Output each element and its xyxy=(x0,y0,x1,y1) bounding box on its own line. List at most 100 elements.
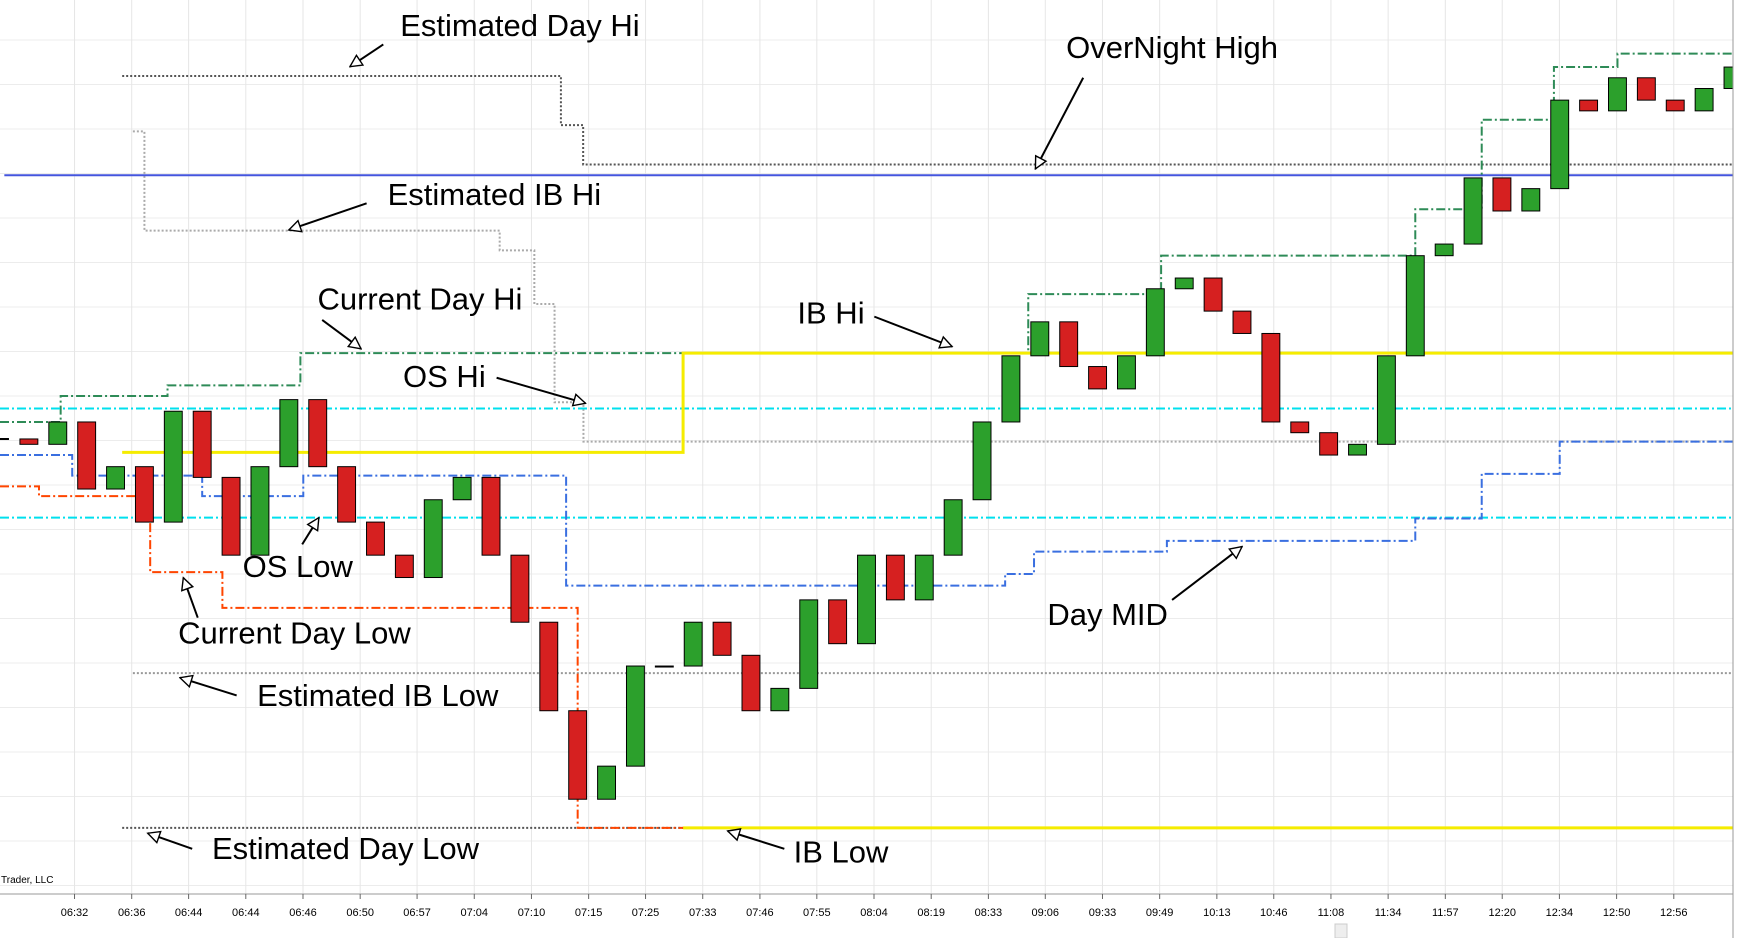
annotation-arrow xyxy=(873,315,952,347)
annotation-arrow xyxy=(180,678,237,697)
candle xyxy=(799,599,819,689)
candle xyxy=(337,466,357,523)
annotation-arrow xyxy=(148,833,193,850)
candle xyxy=(1636,77,1656,101)
x-tick-label: 07:15 xyxy=(575,907,603,919)
candle xyxy=(106,466,125,490)
x-tick-label: 12:56 xyxy=(1660,907,1688,919)
annotation: Current Day Low xyxy=(178,616,411,651)
candle xyxy=(914,554,934,601)
scroll-thumb[interactable] xyxy=(1334,923,1348,938)
x-tick-label: 07:55 xyxy=(803,907,831,919)
annotation: Estimated Day Low xyxy=(212,831,480,866)
candle xyxy=(134,466,154,523)
annotation: IB Low xyxy=(794,835,889,870)
candle xyxy=(394,554,414,579)
x-tick-label: 09:33 xyxy=(1089,907,1117,919)
candle xyxy=(1232,310,1252,334)
x-tick-label: 07:33 xyxy=(689,907,717,919)
annotation: OverNight High xyxy=(1066,30,1278,65)
candle xyxy=(1694,88,1714,112)
x-tick-label: 10:13 xyxy=(1203,907,1231,919)
candle xyxy=(741,654,761,712)
candle xyxy=(48,421,68,445)
level-line xyxy=(0,485,1733,829)
annotation: Day MID xyxy=(1047,597,1168,632)
candle xyxy=(1608,77,1627,112)
candle xyxy=(1665,99,1685,112)
x-tick-label: 11:57 xyxy=(1432,907,1459,919)
candle xyxy=(1261,332,1281,423)
candle xyxy=(1434,243,1454,257)
candle xyxy=(19,438,39,445)
candle xyxy=(1145,288,1165,357)
annotation: Current Day Hi xyxy=(317,281,522,316)
x-tick-label: 08:33 xyxy=(975,907,1003,919)
x-tick-label: 06:32 xyxy=(61,907,89,919)
annotation-arrow xyxy=(1171,547,1242,601)
grid xyxy=(0,0,1733,894)
candle xyxy=(568,710,588,800)
annotation-arrow xyxy=(321,319,361,349)
candle xyxy=(1059,321,1079,368)
annotations: Estimated Day Hi OverNight High Estimated … xyxy=(148,8,1278,870)
x-tick-label: 08:04 xyxy=(860,907,888,919)
candle xyxy=(1405,255,1425,357)
x-tick-label: 07:25 xyxy=(632,907,660,919)
x-tick-label: 06:44 xyxy=(232,907,260,919)
x-tick-label: 06:50 xyxy=(346,907,374,919)
annotation: OS Hi xyxy=(403,359,486,394)
candle xyxy=(1550,99,1570,190)
candle xyxy=(1001,355,1021,423)
annotation-arrow xyxy=(1034,77,1085,169)
candle xyxy=(1579,99,1599,112)
annotation-arrow xyxy=(496,376,586,404)
candle xyxy=(972,421,992,501)
annotation-arrow xyxy=(289,202,367,230)
candle xyxy=(683,621,703,667)
level-line xyxy=(122,74,1733,166)
x-tick-label: 11:08 xyxy=(1318,907,1345,919)
annotation: Estimated IB Low xyxy=(257,678,499,713)
candle xyxy=(770,687,790,712)
x-tick-label: 06:46 xyxy=(289,907,317,919)
candle xyxy=(308,399,328,468)
x-tick-label: 08:19 xyxy=(917,907,945,919)
annotation: IB Hi xyxy=(797,296,864,331)
annotation: OS Low xyxy=(243,549,354,584)
x-tick-label: 07:10 xyxy=(518,907,546,919)
candle xyxy=(1174,277,1194,290)
watermark: Trader, LLC xyxy=(1,875,53,886)
candle xyxy=(885,554,905,601)
annotation-arrow xyxy=(728,831,785,850)
x-tick-label: 06:36 xyxy=(118,907,146,919)
x-tick-label: 06:57 xyxy=(403,907,431,919)
candle xyxy=(857,554,876,645)
candle xyxy=(1348,443,1367,456)
level-line xyxy=(122,351,1733,454)
candle xyxy=(250,466,270,556)
annotation-arrow xyxy=(183,578,199,619)
x-tick-label: 12:50 xyxy=(1603,907,1631,919)
level-line xyxy=(0,440,1733,587)
candle xyxy=(1290,421,1310,434)
annotation-arrow xyxy=(350,43,384,66)
annotation: Estimated IB Hi xyxy=(388,177,602,212)
annotation: Estimated Day Hi xyxy=(400,8,639,43)
plot-area xyxy=(0,52,1733,830)
candle xyxy=(192,410,212,478)
x-tick-label: 12:20 xyxy=(1488,907,1516,919)
candle xyxy=(625,665,645,767)
x-tick-label: 09:49 xyxy=(1146,907,1174,919)
x-axis: 06:32 06:36 06:44 06:44 06:46 06:50 06:57 07:04… xyxy=(61,894,1688,919)
candle xyxy=(943,499,963,556)
x-tick-label: 11:34 xyxy=(1375,907,1402,919)
x-tick-label: 07:04 xyxy=(460,907,488,919)
candle xyxy=(279,399,299,468)
x-tick-label: 09:06 xyxy=(1032,907,1060,919)
candle xyxy=(1116,355,1136,390)
candle xyxy=(597,765,617,800)
candle xyxy=(1463,177,1483,245)
